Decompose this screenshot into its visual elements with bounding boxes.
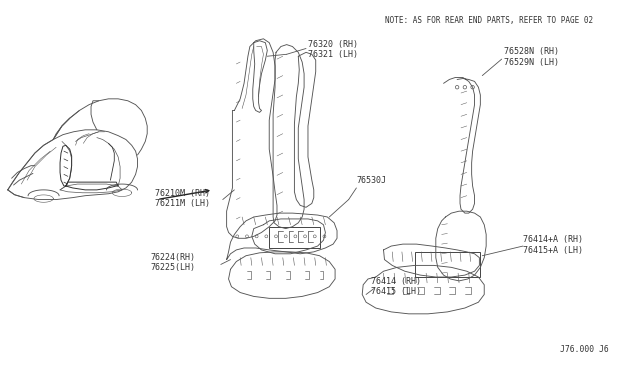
Text: 76224(RH): 76224(RH) [150, 253, 195, 262]
Text: 76225(LH): 76225(LH) [150, 263, 195, 272]
Text: 76530J: 76530J [356, 176, 387, 185]
Bar [269, 227, 319, 248]
Text: 76528N (RH): 76528N (RH) [504, 47, 559, 56]
Text: 76210M (RH): 76210M (RH) [155, 189, 210, 198]
Text: 76415 (LH): 76415 (LH) [371, 288, 421, 296]
Text: NOTE: AS FOR REAR END PARTS, REFER TO PAGE 02: NOTE: AS FOR REAR END PARTS, REFER TO PA… [385, 16, 593, 25]
Text: 76321 (LH): 76321 (LH) [308, 50, 358, 59]
Text: 76211M (LH): 76211M (LH) [155, 199, 210, 208]
Text: 76529N (LH): 76529N (LH) [504, 58, 559, 67]
Bar [415, 252, 481, 277]
Text: J76.000 J6: J76.000 J6 [560, 344, 609, 354]
Text: 76414 (RH): 76414 (RH) [371, 277, 421, 286]
Text: 76320 (RH): 76320 (RH) [308, 39, 358, 48]
Text: 76414+A (RH): 76414+A (RH) [523, 235, 583, 244]
Text: 76415+A (LH): 76415+A (LH) [523, 246, 583, 255]
